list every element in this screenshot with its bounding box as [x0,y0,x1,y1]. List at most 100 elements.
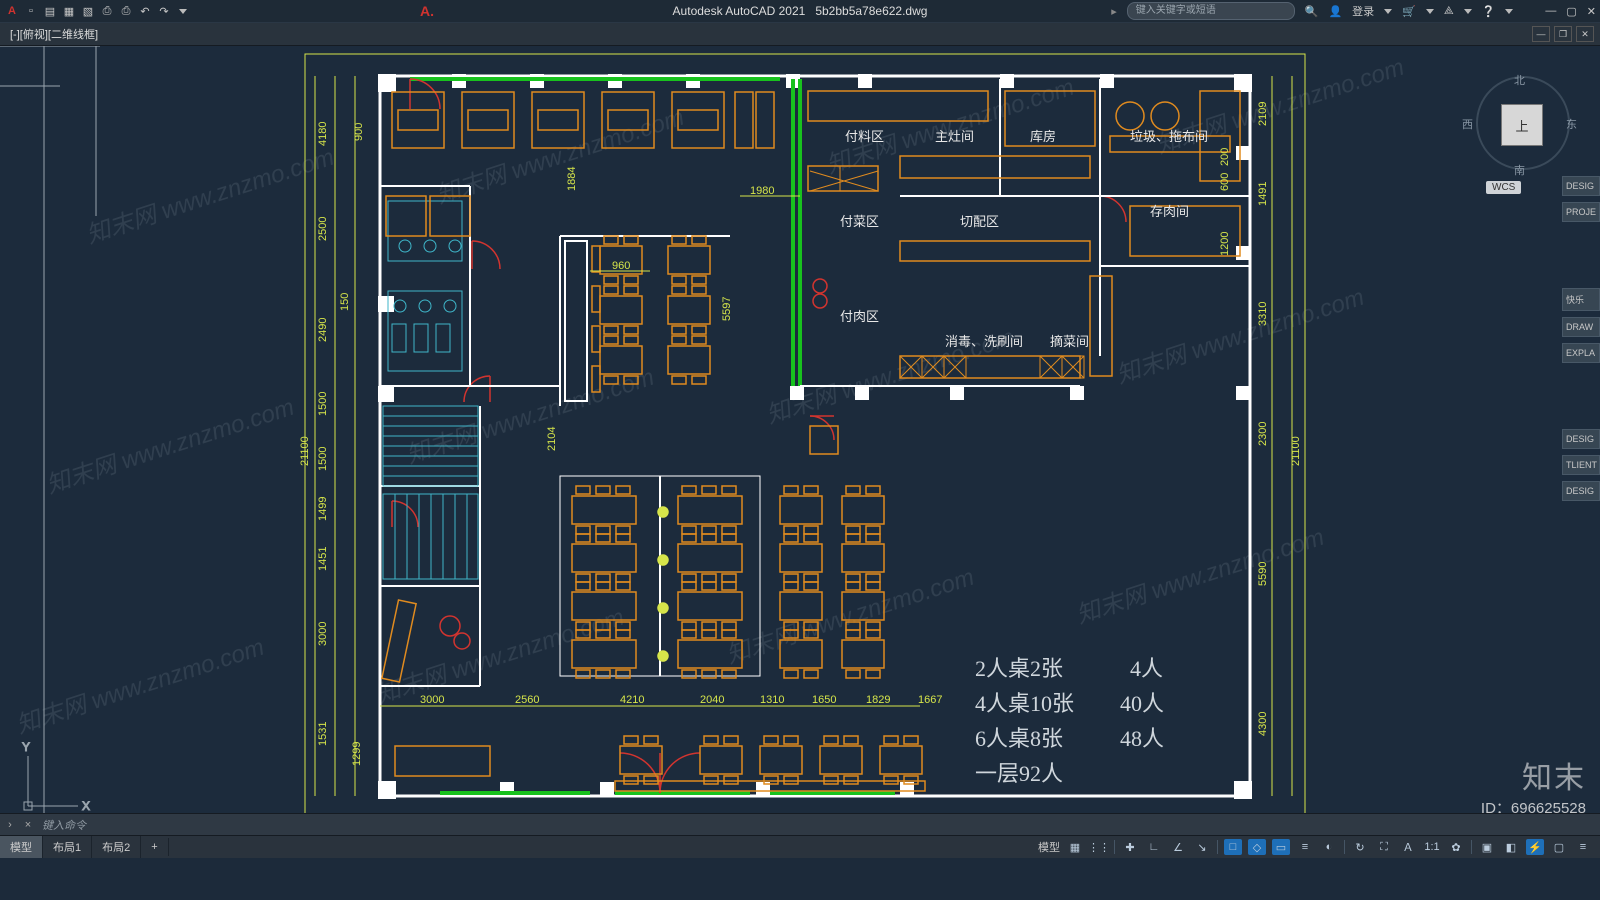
lineweight-icon[interactable]: ≡ [1296,839,1314,855]
cycle-icon[interactable]: ↻ [1351,839,1369,855]
command-input[interactable]: 键入命令 [36,817,1600,833]
title-right-cluster: ▸ 键入关键字或短语 🔍 👤 登录 🛒 ⟁ ❔ — ▢ ✕ [1111,2,1596,20]
cmd-close-icon[interactable]: × [20,819,36,831]
side-tab[interactable]: DESIG [1562,481,1600,501]
app-logo: A. [420,3,434,19]
gear-icon[interactable]: ✿ [1447,839,1465,855]
svg-text:4人: 4人 [1130,656,1163,681]
a360-icon[interactable]: ⟁ [1444,5,1454,18]
svg-text:1531: 1531 [317,722,329,746]
undo-icon[interactable]: ↶ [137,3,153,19]
qat-dropdown-icon[interactable] [175,3,191,19]
angle-icon[interactable]: ∠ [1169,839,1187,855]
svg-text:6人桌8张: 6人桌8张 [975,726,1063,751]
status-bar: 模型 布局1 布局2 + 模型 ▦ ⋮⋮ ✚ ∟ ∠ ↘ □ ◇ ▭ ≡ ◐ ↻… [0,835,1600,858]
side-tab[interactable]: DESIG [1562,176,1600,196]
side-tab[interactable]: 快乐 [1562,288,1600,311]
user-icon[interactable]: 👤 [1328,5,1342,18]
snap-toggle-icon[interactable]: ⋮⋮ [1090,839,1108,855]
maximize-button[interactable]: ▢ [1566,5,1576,18]
svg-text:1500: 1500 [317,392,329,416]
tab-layout1[interactable]: 布局1 [43,836,92,858]
viewport-label[interactable]: [-][俯视][二维线框] [0,24,108,44]
help-icon[interactable]: ❔ [1482,5,1496,18]
svg-text:4180: 4180 [317,122,329,146]
title-bar: A ▫ ▤ ▦ ▧ ⎙ ⎙ ↶ ↷ A. Autodesk AutoCAD 20… [0,0,1600,23]
cmd-history-icon[interactable]: › [0,819,20,831]
watermark-brand: 知末 ID：696625528 [1481,753,1586,818]
svg-text:3000: 3000 [420,694,444,706]
svg-text:3000: 3000 [317,622,329,646]
side-panel: DESIG PROJE 快乐 DRAW EXPLA DESIG TLIENT DESIG [1562,176,1600,507]
hardware-accel-icon[interactable]: ⚡ [1526,839,1544,855]
status-right: 模型 ▦ ⋮⋮ ✚ ∟ ∠ ↘ □ ◇ ▭ ≡ ◐ ↻ ⛶ Ａ 1:1 ✿ ▣ … [1038,839,1600,855]
drawing-workspace[interactable]: 知末网 www.znzmo.com 知末网 www.znzmo.com 知末网 … [0,46,1600,858]
svg-text:存肉间: 存肉间 [1150,204,1189,219]
close-button[interactable]: ✕ [1587,5,1596,18]
tab-add-icon[interactable]: + [141,838,168,856]
app-name: Autodesk AutoCAD 2021 [673,4,806,18]
3dosnap-icon[interactable]: ◇ [1248,839,1266,855]
clean-screen-icon[interactable]: ▢ [1550,839,1568,855]
svg-text:2104: 2104 [546,427,558,451]
doc-close-button[interactable]: ✕ [1576,26,1594,42]
tab-layout2[interactable]: 布局2 [92,836,141,858]
svg-text:2490: 2490 [317,318,329,342]
svg-text:付肉区: 付肉区 [840,309,879,324]
dyn-input-icon[interactable]: ▭ [1272,839,1290,855]
canvas[interactable]: Y X [0,46,1600,858]
tab-model[interactable]: 模型 [0,836,43,858]
login-label[interactable]: 登录 [1352,3,1374,19]
search-icon[interactable]: 🔍 [1305,5,1319,18]
annoscale-icon[interactable]: ⛶ [1375,839,1393,855]
open-icon[interactable]: ▤ [42,3,58,19]
osnap-icon[interactable]: □ [1224,839,1242,855]
svg-text:1200: 1200 [1219,232,1231,256]
svg-text:600: 600 [1219,173,1231,191]
side-tab[interactable]: PROJE [1562,202,1600,222]
print-icon[interactable]: ⎙ [118,3,134,19]
command-line[interactable]: › × 键入命令 [0,813,1600,836]
redo-icon[interactable]: ↷ [156,3,172,19]
doc-restore-button[interactable]: ❐ [1554,26,1572,42]
brand-name: 知末 [1481,753,1586,797]
svg-text:主灶间: 主灶间 [935,129,974,144]
annotation-icon[interactable]: Ａ [1399,839,1417,855]
infer-icon[interactable]: ✚ [1121,839,1139,855]
svg-text:1451: 1451 [317,547,329,571]
customize-icon[interactable]: ≡ [1574,839,1592,855]
scale-label[interactable]: 1:1 [1423,839,1441,855]
ortho-icon[interactable]: ∟ [1145,839,1163,855]
grid-toggle-icon[interactable]: ▦ [1066,839,1084,855]
svg-text:2500: 2500 [317,217,329,241]
polar-icon[interactable]: ↘ [1193,839,1211,855]
minimize-button[interactable]: — [1545,5,1556,17]
plot-icon[interactable]: ⎙ [99,3,115,19]
new-icon[interactable]: ▫ [23,3,39,19]
svg-text:5597: 5597 [721,297,733,321]
svg-text:5590: 5590 [1257,562,1269,586]
side-tab[interactable]: DRAW [1562,317,1600,337]
svg-text:1667: 1667 [918,694,942,706]
svg-text:900: 900 [353,123,365,141]
login-dropdown-icon[interactable] [1384,9,1392,14]
autocad-logo-icon[interactable]: A [4,3,20,19]
ribbon-bar: [-][俯视][二维线框] — ❐ ✕ [0,23,1600,46]
side-tab[interactable]: EXPLA [1562,343,1600,363]
side-tab[interactable]: DESIG [1562,429,1600,449]
saveas-icon[interactable]: ▧ [80,3,96,19]
svg-text:40人: 40人 [1120,691,1164,716]
save-icon[interactable]: ▦ [61,3,77,19]
svg-text:21100: 21100 [299,436,311,466]
isoplane-icon[interactable]: ◧ [1502,839,1520,855]
status-model-label[interactable]: 模型 [1038,839,1060,855]
svg-text:1829: 1829 [866,694,890,706]
transparency-icon[interactable]: ◐ [1320,839,1338,855]
exchange-icon[interactable]: 🛒 [1402,5,1416,18]
search-input[interactable]: 键入关键字或短语 [1127,2,1295,20]
svg-text:4人桌10张: 4人桌10张 [975,691,1074,716]
workspace-icon[interactable]: ▣ [1478,839,1496,855]
doc-minimize-button[interactable]: — [1532,26,1550,42]
side-tab[interactable]: TLIENT [1562,455,1600,475]
svg-text:1491: 1491 [1257,182,1269,206]
